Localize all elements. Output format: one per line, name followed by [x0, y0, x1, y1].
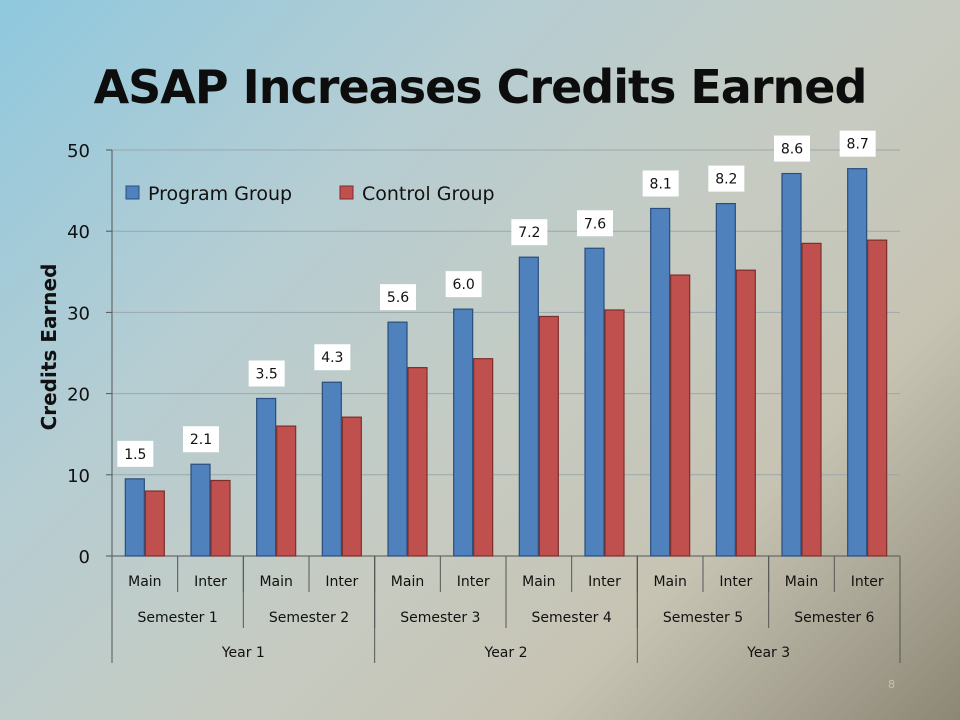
legend-swatch-program — [125, 185, 140, 200]
y-axis-title: Credits Earned — [37, 264, 61, 431]
y-tick-label: 50 — [67, 141, 90, 162]
y-tick-label: 10 — [67, 466, 90, 487]
bar-control — [604, 309, 625, 557]
legend-label-program: Program Group — [148, 183, 292, 205]
y-tick-label: 20 — [67, 385, 90, 406]
y-tick-label: 40 — [67, 222, 90, 243]
x-group-label: Semester 6 — [794, 610, 874, 626]
bar-control — [276, 425, 297, 557]
x-year-label: Year 2 — [484, 645, 528, 661]
bar-control — [210, 479, 231, 557]
x-year-label: Year 3 — [746, 645, 790, 661]
annotation-box — [248, 360, 285, 387]
annotation-box — [445, 271, 482, 298]
bar-program — [387, 321, 408, 557]
annotation-label: 8.7 — [847, 137, 869, 153]
y-tick-label: 0 — [79, 547, 90, 568]
annotation-box — [839, 130, 876, 157]
annotation-box — [642, 170, 679, 197]
annotation-box — [708, 165, 745, 192]
annotation-box — [117, 440, 154, 467]
annotation-box — [577, 210, 613, 237]
annotation-label: 8.6 — [781, 142, 803, 158]
annotation-label: 7.6 — [584, 216, 606, 232]
y-tick-label: 30 — [67, 303, 90, 324]
x-tick-label: Inter — [325, 574, 358, 590]
slide-number: 8 — [888, 678, 895, 691]
annotation-box — [774, 135, 810, 162]
annotation-label: 8.1 — [650, 176, 672, 192]
annotation-label: 5.6 — [387, 290, 409, 306]
bar-control — [538, 315, 559, 557]
x-group-label: Semester 3 — [400, 610, 480, 626]
bar-program — [781, 172, 802, 557]
bar-control — [867, 239, 888, 557]
annotation-box — [314, 344, 351, 371]
x-year-label: Year 1 — [221, 645, 265, 661]
bar-control — [801, 242, 822, 557]
x-tick-label: Main — [522, 574, 555, 590]
annotation-label: 1.5 — [124, 447, 146, 463]
x-group-label: Semester 1 — [138, 610, 218, 626]
bar-program — [847, 168, 868, 557]
x-tick-label: Inter — [588, 574, 621, 590]
x-tick-label: Inter — [194, 574, 227, 590]
x-tick-label: Main — [259, 574, 292, 590]
annotation-box — [511, 219, 548, 246]
x-tick-label: Main — [391, 574, 424, 590]
bar-control — [735, 269, 756, 557]
bar-program — [715, 202, 736, 557]
bar-control — [341, 416, 362, 557]
x-group-label: Semester 2 — [269, 610, 349, 626]
annotation-label: 8.2 — [715, 172, 737, 188]
bar-control — [407, 367, 428, 557]
x-tick-label: Inter — [851, 574, 884, 590]
legend-label-control: Control Group — [362, 183, 495, 205]
bar-program — [124, 478, 145, 557]
annotation-box — [380, 284, 416, 311]
x-tick-label: Inter — [719, 574, 752, 590]
x-tick-label: Main — [653, 574, 686, 590]
x-group-label: Semester 4 — [532, 610, 612, 626]
bar-control — [144, 490, 165, 557]
annotation-label: 4.3 — [321, 350, 343, 366]
annotation-label: 3.5 — [256, 366, 278, 382]
annotation-label: 2.1 — [190, 432, 212, 448]
bar-program — [453, 308, 474, 557]
bar-program — [256, 397, 277, 557]
bar-program — [650, 207, 671, 557]
x-tick-label: Main — [785, 574, 818, 590]
bar-program — [321, 381, 342, 557]
annotation-label: 6.0 — [453, 277, 475, 293]
bar-control — [473, 358, 494, 557]
bar-control — [670, 274, 691, 557]
slide-title: ASAP Increases Credits Earned — [93, 60, 868, 114]
bar-program — [190, 463, 211, 557]
bar-program — [518, 256, 539, 557]
x-tick-label: Inter — [457, 574, 490, 590]
bar-program — [584, 247, 605, 557]
annotation-label: 7.2 — [518, 225, 540, 241]
x-tick-label: Main — [128, 574, 161, 590]
annotation-box — [183, 426, 219, 453]
legend-swatch-control — [339, 185, 354, 200]
x-group-label: Semester 5 — [663, 610, 743, 626]
